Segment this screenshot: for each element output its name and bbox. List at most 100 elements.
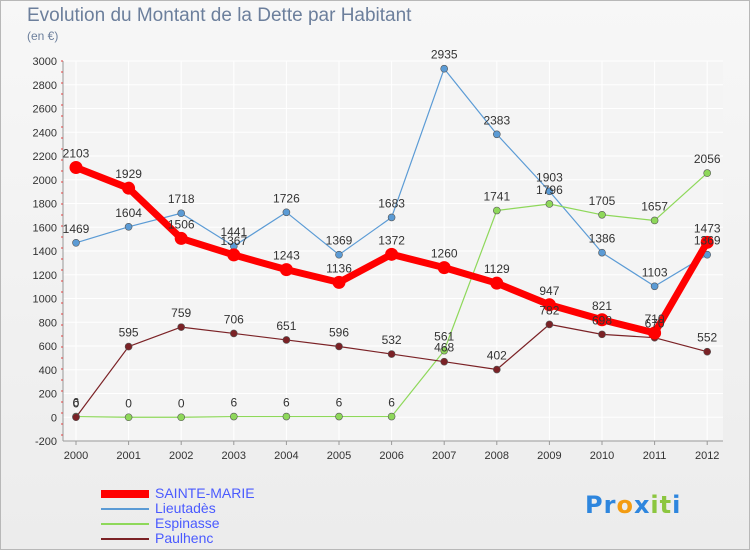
data-point bbox=[124, 342, 133, 351]
data-point bbox=[440, 64, 449, 73]
data-point bbox=[703, 347, 712, 356]
data-label: 1604 bbox=[115, 206, 142, 220]
data-point bbox=[177, 209, 185, 218]
data-point bbox=[598, 210, 606, 219]
data-label: 1903 bbox=[536, 170, 563, 184]
x-tick-label: 2007 bbox=[432, 450, 456, 462]
legend-label: SAINTE-MARIE bbox=[155, 485, 255, 501]
data-label: 1705 bbox=[589, 194, 616, 208]
data-label: 402 bbox=[487, 349, 507, 363]
x-tick-label: 2003 bbox=[222, 450, 246, 462]
y-tick-label: 200 bbox=[39, 389, 57, 401]
y-tick-label: 2200 bbox=[33, 151, 57, 163]
data-label: 532 bbox=[382, 333, 402, 347]
data-label: 1929 bbox=[115, 167, 142, 181]
data-label: 6 bbox=[388, 396, 395, 410]
x-tick-label: 2005 bbox=[327, 450, 351, 462]
data-point bbox=[387, 350, 396, 358]
data-label: 595 bbox=[119, 326, 139, 340]
logo-letter: o bbox=[616, 491, 634, 519]
data-point bbox=[650, 282, 659, 291]
x-tick-label: 2010 bbox=[590, 450, 614, 462]
data-point bbox=[598, 330, 606, 339]
data-label: 1726 bbox=[273, 191, 300, 205]
x-tick-label: 2000 bbox=[64, 450, 88, 462]
data-point bbox=[598, 248, 606, 257]
logo-letter: i bbox=[650, 491, 660, 519]
legend-label: Paulhenc bbox=[155, 530, 214, 546]
y-tick-label: 1800 bbox=[33, 199, 57, 211]
chart-unit-label: (en €) bbox=[27, 29, 59, 43]
data-point bbox=[124, 413, 133, 422]
data-label: 1367 bbox=[220, 234, 247, 248]
proxiti-logo: Proxiti bbox=[585, 491, 681, 519]
data-label: 1369 bbox=[694, 234, 721, 248]
data-point bbox=[72, 239, 80, 247]
data-point bbox=[545, 320, 554, 329]
y-tick-label: 1400 bbox=[33, 246, 57, 258]
y-tick-label: 2600 bbox=[33, 104, 57, 116]
data-point bbox=[490, 276, 504, 290]
data-point bbox=[492, 206, 501, 215]
y-tick-label: 2400 bbox=[33, 127, 57, 139]
data-label: 2935 bbox=[431, 48, 458, 62]
data-label: 2056 bbox=[694, 152, 721, 166]
data-label: 651 bbox=[276, 319, 296, 333]
data-point bbox=[122, 181, 136, 195]
y-tick-label: -200 bbox=[35, 436, 57, 448]
logo-letter: x bbox=[633, 491, 651, 519]
x-tick-label: 2011 bbox=[643, 450, 667, 462]
data-label: 0 bbox=[125, 396, 132, 410]
y-tick-label: 800 bbox=[39, 317, 57, 329]
data-point bbox=[282, 412, 291, 421]
data-point bbox=[387, 412, 396, 421]
data-point bbox=[703, 169, 712, 177]
data-label: 706 bbox=[224, 312, 244, 326]
data-point bbox=[332, 275, 346, 289]
data-point bbox=[545, 187, 554, 196]
legend-label: Lieutadès bbox=[155, 500, 216, 516]
data-point bbox=[230, 412, 238, 421]
x-tick-label: 2006 bbox=[379, 450, 403, 462]
y-tick-label: 2800 bbox=[33, 80, 57, 92]
data-label: 710 bbox=[645, 312, 665, 326]
data-label: 1506 bbox=[168, 217, 195, 231]
data-label: 6 bbox=[73, 396, 80, 410]
x-tick-label: 2002 bbox=[169, 450, 193, 462]
legend-item: Espinasse bbox=[101, 516, 321, 531]
data-label: 1243 bbox=[273, 249, 300, 263]
data-label: 1473 bbox=[694, 221, 721, 235]
legend-swatch bbox=[101, 508, 149, 510]
logo-letter: P bbox=[585, 491, 604, 519]
data-point bbox=[124, 222, 133, 231]
data-label: 1741 bbox=[483, 190, 510, 204]
x-tick-label: 2012 bbox=[695, 450, 719, 462]
legend-swatch bbox=[101, 523, 149, 525]
data-label: 1441 bbox=[220, 225, 247, 239]
legend-label: Espinasse bbox=[155, 515, 220, 531]
data-point bbox=[335, 342, 343, 351]
y-tick-label: 400 bbox=[39, 365, 57, 377]
legend-item: Lieutadès bbox=[101, 501, 321, 516]
data-label: 670 bbox=[645, 317, 665, 331]
legend-swatch bbox=[101, 490, 149, 498]
data-point bbox=[230, 329, 238, 338]
data-point bbox=[542, 298, 556, 312]
data-point bbox=[437, 261, 451, 275]
y-tick-label: 1600 bbox=[33, 222, 57, 234]
data-label: 1718 bbox=[168, 192, 195, 206]
data-label: 468 bbox=[434, 341, 454, 355]
data-label: 2383 bbox=[483, 113, 510, 127]
data-point bbox=[492, 365, 501, 374]
data-point bbox=[177, 413, 185, 422]
data-label: 6 bbox=[283, 396, 290, 410]
data-label: 821 bbox=[592, 299, 612, 313]
data-point bbox=[282, 208, 291, 217]
x-tick-label: 2008 bbox=[485, 450, 509, 462]
logo-letter: r bbox=[603, 491, 617, 519]
data-point bbox=[72, 413, 80, 422]
y-tick-label: 3000 bbox=[33, 56, 57, 68]
chart-title: Evolution du Montant de la Dette par Hab… bbox=[27, 5, 412, 26]
data-label: 1129 bbox=[484, 262, 510, 276]
